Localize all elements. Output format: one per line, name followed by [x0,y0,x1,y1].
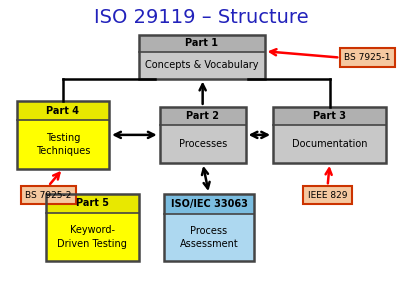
Bar [46,194,139,213]
Text: ISO/IEC 33063: ISO/IEC 33063 [171,199,247,209]
Text: Concepts & Vocabulary: Concepts & Vocabulary [145,60,258,70]
Bar [139,35,265,79]
Text: Keyword-
Driven Testing: Keyword- Driven Testing [58,225,127,249]
Bar [160,107,246,163]
Bar [46,194,139,261]
Text: IEEE 829: IEEE 829 [308,191,347,200]
Bar [340,48,395,67]
Text: Processes: Processes [178,139,227,149]
Bar [160,125,246,163]
Bar [164,194,254,261]
Bar [303,186,352,205]
Text: Part 5: Part 5 [76,198,109,208]
Text: Part 4: Part 4 [47,106,79,115]
Text: Part 3: Part 3 [313,111,346,121]
Bar [139,35,265,52]
Bar [21,186,76,205]
Bar [139,52,265,79]
Bar [46,213,139,261]
Bar [273,125,386,163]
Bar [273,107,386,163]
Bar [273,107,386,125]
Bar [164,194,254,214]
Bar [17,120,109,169]
Text: ISO 29119 – Structure: ISO 29119 – Structure [94,8,309,28]
Text: Part 2: Part 2 [186,111,219,121]
Bar [164,214,254,261]
Text: Process
Assessment: Process Assessment [180,226,238,249]
Text: Documentation: Documentation [292,139,368,149]
Bar [17,101,109,120]
Text: BS 7925-2: BS 7925-2 [25,191,71,200]
Text: Testing
Techniques: Testing Techniques [36,133,90,156]
Bar [17,101,109,169]
Text: Part 1: Part 1 [185,38,218,48]
Text: BS 7925-1: BS 7925-1 [344,53,391,62]
Bar [160,107,246,125]
